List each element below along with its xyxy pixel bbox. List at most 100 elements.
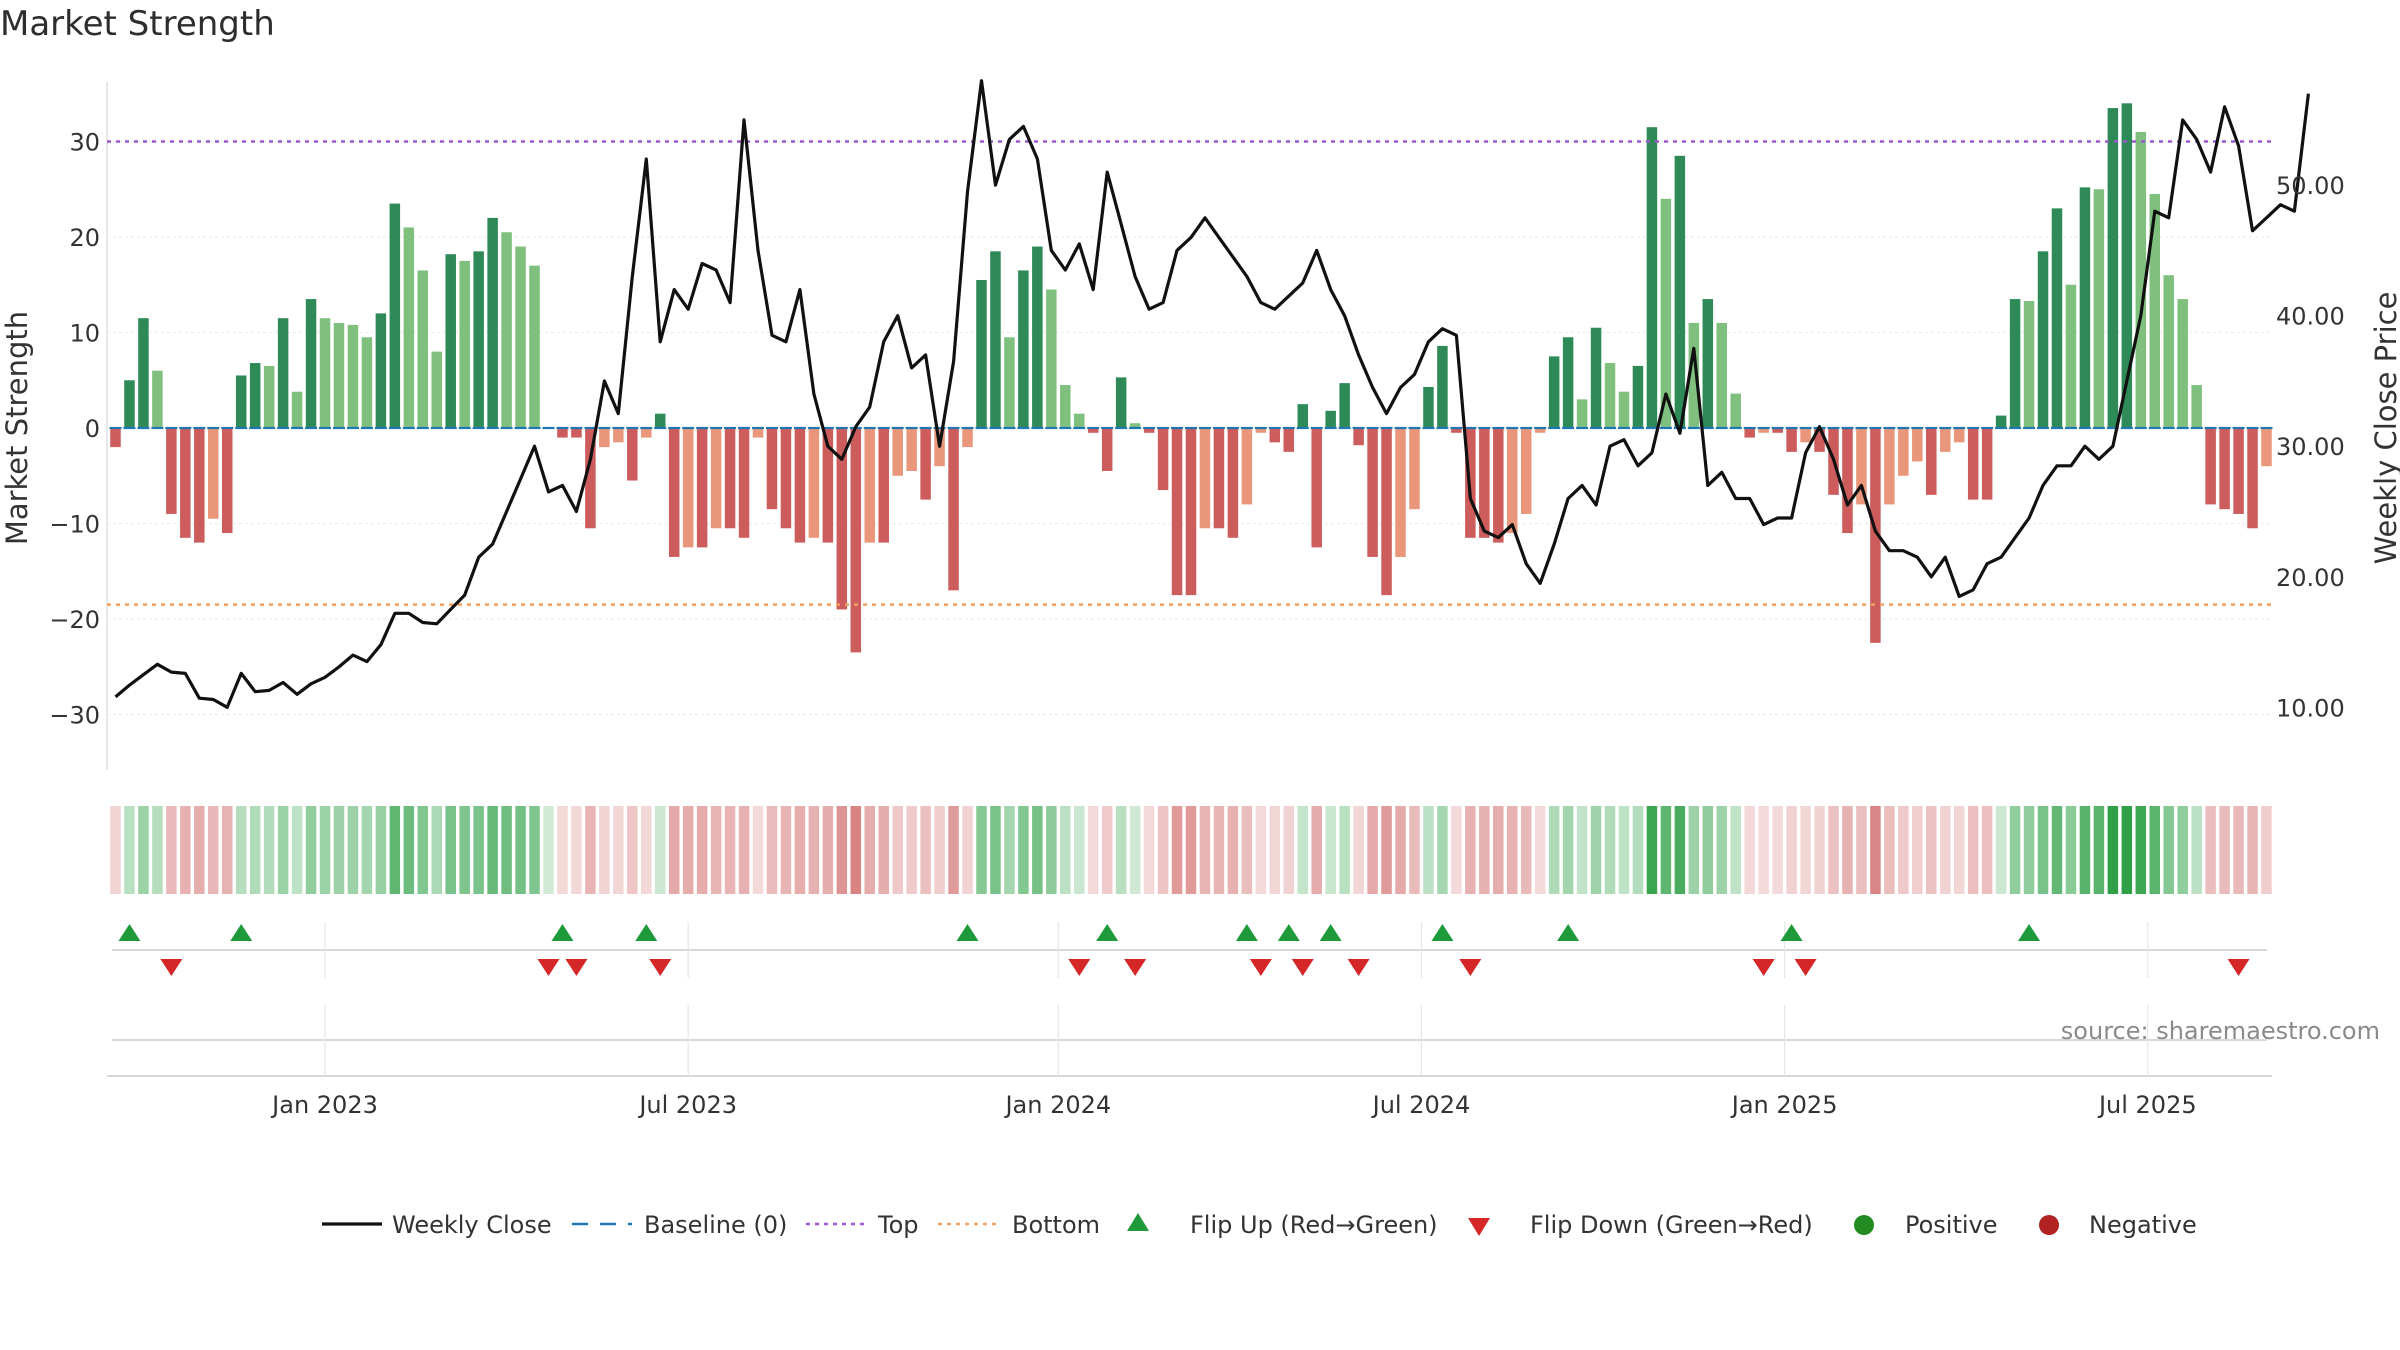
heat-cell xyxy=(194,806,205,894)
flip-down-marker xyxy=(1249,959,1272,976)
strength-bar xyxy=(822,428,834,543)
strength-bar xyxy=(1898,428,1909,476)
strength-bar xyxy=(1241,428,1253,505)
heat-cell xyxy=(221,806,233,894)
heat-cell xyxy=(766,806,778,894)
strength-bar xyxy=(194,428,205,543)
heat-cell xyxy=(110,806,121,894)
strength-bar xyxy=(333,322,345,428)
heat-cell xyxy=(445,806,456,894)
heat-cell xyxy=(1269,806,1281,894)
strength-bar xyxy=(1381,428,1392,596)
heat-cell xyxy=(1926,806,1937,894)
heat-cell xyxy=(836,806,848,894)
heat-cell xyxy=(361,806,373,894)
flip-up-marker xyxy=(2018,924,2041,941)
strength-bar xyxy=(1646,127,1658,429)
heat-cell xyxy=(1227,806,1239,894)
heat-cell xyxy=(1576,806,1588,894)
heat-cell xyxy=(2079,806,2091,894)
legend-weekly-close-label: Weekly Close xyxy=(392,1211,552,1239)
strength-bar xyxy=(1101,428,1113,471)
strength-bar xyxy=(808,428,820,538)
strength-bar xyxy=(375,313,387,428)
left-tick-label: 0 xyxy=(85,415,100,443)
right-tick-label: 40.00 xyxy=(2276,303,2345,331)
right-axis-ticks: 50.00 40.00 30.00 20.00 10.00 xyxy=(2276,172,2345,722)
heat-cell xyxy=(1074,806,1085,894)
strength-bar xyxy=(1884,428,1895,505)
heat-cell xyxy=(1283,806,1295,894)
flip-up-marker xyxy=(1780,924,1803,941)
heat-cell xyxy=(2065,806,2077,894)
heat-cell xyxy=(2107,806,2119,894)
weekly-close-line xyxy=(114,79,2310,709)
strength-bar xyxy=(1325,410,1336,428)
strength-bar xyxy=(221,428,233,534)
right-axis-title: Weekly Close Price xyxy=(2369,292,2400,565)
strength-bar xyxy=(1367,428,1378,557)
strength-bar xyxy=(319,318,331,428)
heat-cell xyxy=(1548,806,1560,894)
strength-bar xyxy=(738,428,750,538)
strength-bar xyxy=(2093,189,2105,428)
flip-grid xyxy=(324,922,2149,978)
legend-negative-label: Negative xyxy=(2089,1211,2197,1239)
heat-cell xyxy=(1367,806,1378,894)
heat-cell xyxy=(1046,806,1057,894)
strength-bar xyxy=(794,428,806,543)
heat-cell xyxy=(557,806,568,894)
strength-bar xyxy=(473,251,484,428)
heat-cell xyxy=(878,806,889,894)
strength-bar xyxy=(208,428,219,519)
heat-cell xyxy=(850,806,862,894)
strength-bar xyxy=(1548,356,1560,428)
heat-cell xyxy=(208,806,219,894)
heat-cell xyxy=(668,806,680,894)
right-tick-label: 20.00 xyxy=(2276,564,2345,592)
chart-title: Market Strength xyxy=(0,4,275,44)
heat-cell xyxy=(2051,806,2063,894)
strength-bar xyxy=(263,365,275,428)
flip-up-marker xyxy=(1277,924,1300,941)
heat-cell xyxy=(1199,806,1211,894)
heat-cell xyxy=(2163,806,2174,894)
strength-bar xyxy=(557,428,568,438)
heat-cell xyxy=(1520,806,1532,894)
heat-cell xyxy=(1800,806,1811,894)
heat-cell xyxy=(1995,806,2007,894)
flip-down-marker xyxy=(1124,959,1147,976)
flip-up-marker xyxy=(551,924,574,941)
heat-cell xyxy=(2247,806,2258,894)
heat-cell xyxy=(1185,806,1197,894)
strength-bar xyxy=(1395,428,1406,557)
legend-flip-up-label: Flip Up (Red→Green) xyxy=(1190,1211,1438,1239)
strength-bar xyxy=(1339,383,1350,428)
heat-cell xyxy=(752,806,764,894)
heat-cell xyxy=(654,806,666,894)
heat-cell xyxy=(1004,806,1015,894)
heat-cell xyxy=(1856,806,1867,894)
flip-up-marker xyxy=(1431,924,1454,941)
heat-cell xyxy=(277,806,289,894)
flip-up-marker xyxy=(1096,924,1119,941)
x-tick-label: Jul 2024 xyxy=(1371,1091,1471,1119)
heat-cell xyxy=(1674,806,1686,894)
heat-cell xyxy=(1967,806,1979,894)
strength-bar xyxy=(2205,428,2216,505)
heat-cell xyxy=(1087,806,1099,894)
heat-cell xyxy=(403,806,415,894)
strength-bar xyxy=(277,318,289,428)
heat-cell xyxy=(1060,806,1071,894)
source-label: source: sharemaestro.com xyxy=(2061,1017,2380,1045)
strength-bar xyxy=(1772,428,1783,433)
strength-bar xyxy=(1087,428,1099,433)
strength-bar xyxy=(1283,428,1295,452)
heat-cell xyxy=(1297,806,1308,894)
legend-top-label: Top xyxy=(877,1211,919,1239)
left-tick-label: −10 xyxy=(49,511,100,539)
flip-down-marker xyxy=(160,959,183,976)
heat-cell xyxy=(1646,806,1658,894)
strength-bar xyxy=(2037,251,2049,428)
heat-cell xyxy=(906,806,917,894)
